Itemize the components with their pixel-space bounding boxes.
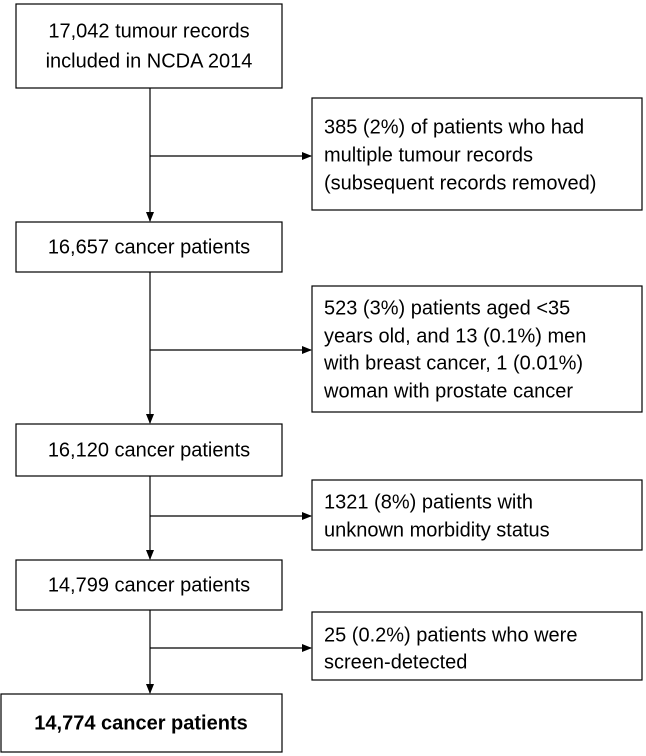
exclusion-box	[311, 285, 643, 413]
exclusion-text: 25 (0.2%) patients who were	[324, 624, 577, 646]
exclusion-text: screen-detected	[324, 651, 467, 673]
box-text: 14,774 cancer patients	[34, 712, 247, 734]
box-text: included in NCDA 2014	[46, 50, 253, 72]
box-text: 16,657 cancer patients	[48, 236, 250, 258]
box-text: 14,799 cancer patients	[48, 574, 250, 596]
exclusion-text: multiple tumour records	[324, 144, 533, 166]
exclusion-text: 1321 (8%) patients with	[324, 491, 533, 513]
box	[15, 559, 283, 611]
exclusion-text: (subsequent records removed)	[324, 172, 596, 194]
exclusion-text: 385 (2%) of patients who had	[324, 116, 584, 138]
exclusion-text: unknown morbidity status	[324, 519, 550, 541]
box-text: 17,042 tumour records	[48, 20, 249, 42]
exclusion-box	[311, 611, 643, 681]
box-text: 16,120 cancer patients	[48, 439, 250, 461]
box	[15, 3, 283, 89]
exclusion-text: 523 (3%) patients aged <35	[324, 297, 570, 319]
exclusion-box	[311, 479, 643, 551]
box	[15, 221, 283, 273]
box	[15, 423, 283, 477]
box	[0, 693, 283, 753]
exclusion-text: years old, and 13 (0.1%) men	[324, 325, 586, 347]
exclusion-box	[311, 97, 643, 211]
exclusion-text: with breast cancer, 1 (0.01%)	[323, 352, 583, 374]
exclusion-text: woman with prostate cancer	[323, 380, 573, 402]
